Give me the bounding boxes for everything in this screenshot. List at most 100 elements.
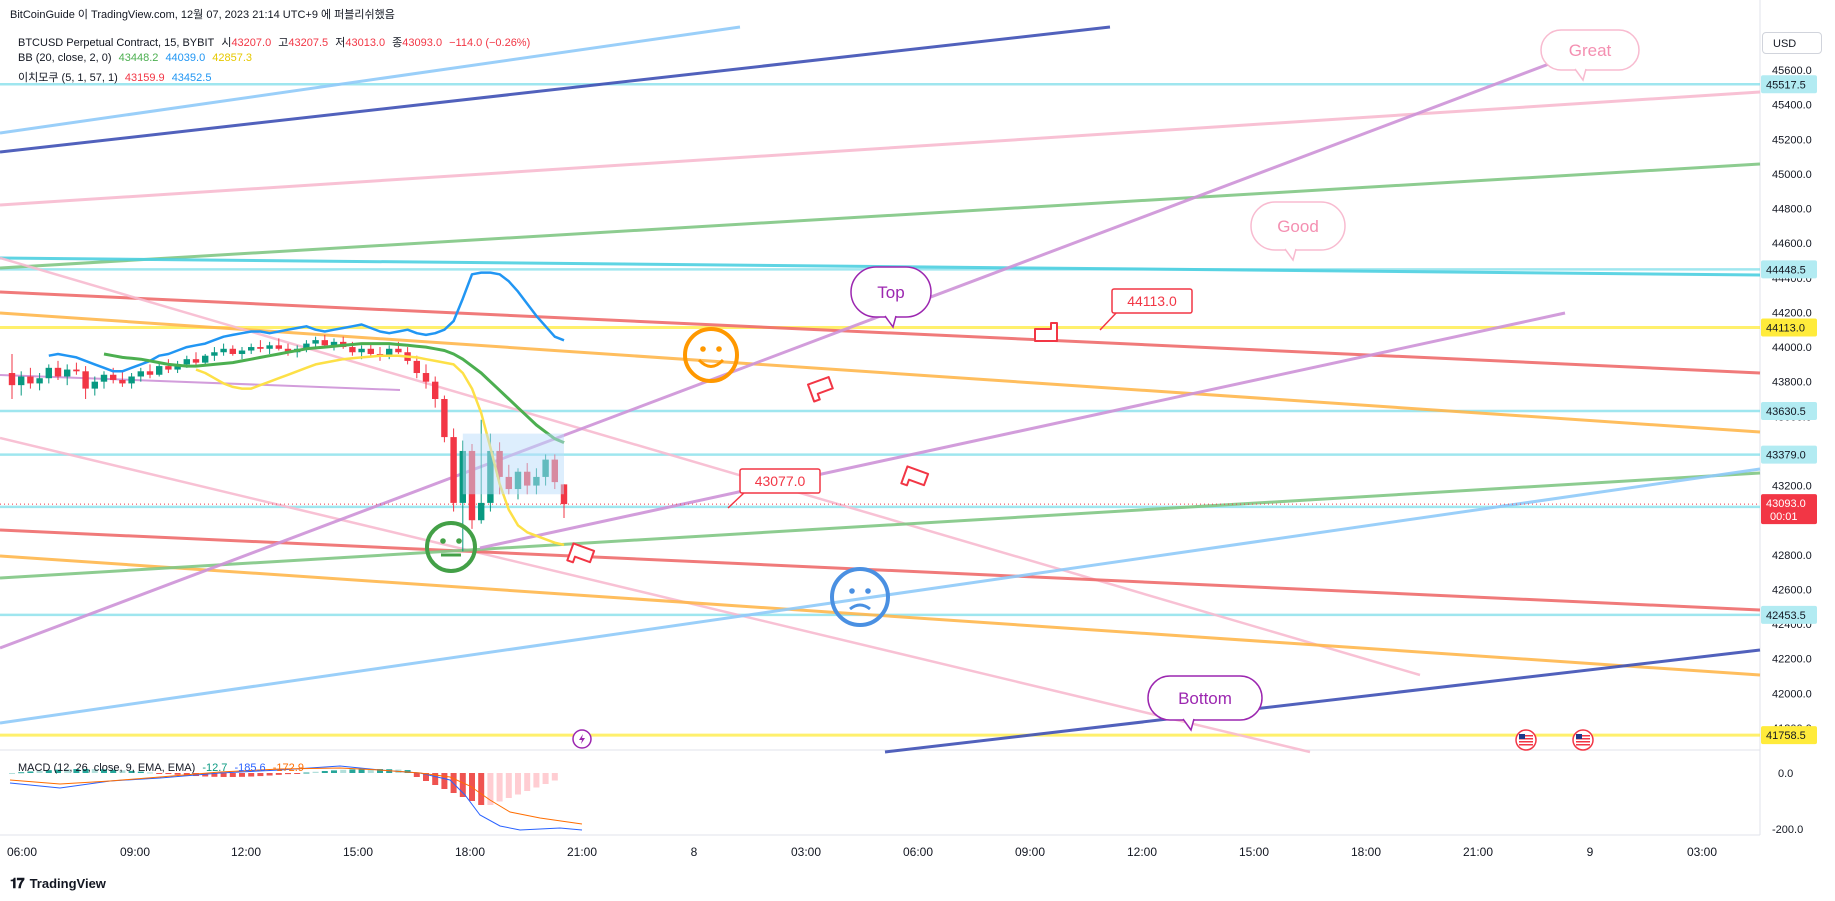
lightning-event-icon bbox=[572, 729, 592, 749]
time-axis-tick: 15:00 bbox=[343, 845, 373, 859]
candle-body bbox=[165, 366, 172, 370]
tradingview-logo-icon: 𝟏𝟕 bbox=[10, 875, 25, 891]
trend-line bbox=[0, 290, 1761, 375]
macd-histogram-bar bbox=[248, 773, 255, 777]
time-axis-tick: 18:00 bbox=[1351, 845, 1381, 859]
callout-great-shape bbox=[1540, 29, 1640, 71]
candle-body bbox=[450, 437, 457, 503]
time-axis-tick: 09:00 bbox=[120, 845, 150, 859]
macd-histogram-bar bbox=[312, 771, 319, 773]
macd-histogram-bar bbox=[128, 770, 135, 773]
bb-basis-line bbox=[103, 342, 565, 444]
candle-body bbox=[266, 345, 273, 349]
publisher-line: BitCoinGuide 이 TradingView.com, 12월 07, … bbox=[10, 9, 395, 21]
price-axis-label-bg bbox=[1761, 260, 1817, 279]
candle-body bbox=[8, 373, 16, 386]
macd-signal-line bbox=[9, 767, 583, 825]
lightning-event-icon-glyph bbox=[579, 734, 585, 744]
time-axis-tick: 06:00 bbox=[7, 845, 37, 859]
price-axis-tick: 42200.0 bbox=[1772, 654, 1812, 666]
macd-histogram-bar bbox=[524, 773, 531, 791]
macd-histogram-bar bbox=[275, 773, 282, 775]
us-flag-event-icon-stripe bbox=[1519, 738, 1533, 740]
candle-body bbox=[275, 345, 282, 349]
price-axis-label-text: 42453.5 bbox=[1766, 610, 1806, 622]
last-price-badge bbox=[1761, 494, 1817, 525]
macd-histogram-bar bbox=[377, 769, 383, 773]
price-tag-44113-pointer bbox=[1099, 310, 1119, 331]
candle-body bbox=[349, 347, 356, 353]
candle-body bbox=[27, 376, 34, 384]
us-flag-event-icon-ring bbox=[1515, 729, 1537, 751]
time-axis-tick: 21:00 bbox=[567, 845, 597, 859]
macd-histogram-bar bbox=[404, 770, 411, 773]
happy-face-icon-mouth bbox=[697, 358, 725, 368]
candle-body bbox=[229, 348, 236, 354]
neutral-face-icon-eye bbox=[456, 538, 462, 544]
trend-line bbox=[0, 25, 1111, 154]
price-tag-43077-box bbox=[739, 468, 821, 494]
candle-body bbox=[119, 379, 126, 384]
macd-histogram-bar bbox=[266, 773, 273, 776]
candle-body bbox=[432, 381, 439, 399]
callout-bottom: Bottom bbox=[1147, 675, 1263, 732]
time-axis-tick: 12:00 bbox=[1127, 845, 1157, 859]
time-axis-tick: 09:00 bbox=[1015, 845, 1045, 859]
macd-histogram-bar bbox=[303, 772, 310, 774]
macd-histogram-bar bbox=[551, 773, 558, 781]
price-axis-label-text: 41758.5 bbox=[1766, 730, 1806, 742]
macd-histogram-bar bbox=[321, 771, 328, 773]
macd-histogram-bar bbox=[18, 772, 25, 774]
price-axis-label-text: 44448.5 bbox=[1766, 264, 1806, 276]
confused-face-icon-eye bbox=[849, 588, 855, 594]
price-axis-label: 43379.0 bbox=[1761, 445, 1817, 464]
macd-histogram-bar bbox=[533, 773, 540, 788]
candle-body bbox=[128, 376, 135, 384]
currency-button[interactable]: USD bbox=[1762, 32, 1822, 54]
macd-histogram-bar bbox=[64, 769, 71, 773]
bb-upper-line bbox=[48, 271, 565, 373]
callout-bottom-tail bbox=[1182, 718, 1195, 732]
ichimoku-a-value: 43159.9 bbox=[124, 72, 165, 84]
macd-axis-tick: -200.0 bbox=[1772, 824, 1803, 836]
candle-body bbox=[45, 367, 52, 379]
candle-body bbox=[248, 347, 255, 351]
candle-body bbox=[395, 348, 402, 353]
pointing-hand-icon bbox=[566, 542, 596, 564]
price-axis-tick: 42600.0 bbox=[1772, 584, 1812, 596]
high-label: 고 bbox=[278, 37, 289, 49]
pointing-hand-icon-shape bbox=[806, 376, 834, 403]
price-axis-tick: 44000.0 bbox=[1772, 342, 1812, 354]
us-flag-event-icon-stripe bbox=[1519, 744, 1533, 746]
price-axis-label: 42453.5 bbox=[1761, 605, 1817, 624]
trend-line bbox=[0, 90, 1761, 207]
ichimoku-label: 이치모쿠 (5, 1, 57, 1) bbox=[18, 72, 118, 84]
price-axis-tick: 42800.0 bbox=[1772, 550, 1812, 562]
us-flag-event-icon bbox=[1515, 729, 1537, 751]
trend-line bbox=[0, 311, 1761, 434]
open-value: 43207.0 bbox=[231, 37, 272, 49]
us-flag-event-icon bbox=[1572, 729, 1594, 751]
candle-body bbox=[441, 399, 448, 438]
close-label: 종 bbox=[392, 37, 403, 49]
bb-lower-value: 42857.3 bbox=[212, 52, 253, 64]
bb-legend: BB (20, close, 2, 0) 43448.2 44039.0 428… bbox=[18, 52, 256, 64]
trend-line bbox=[479, 311, 1566, 550]
time-axis-tick: 15:00 bbox=[1239, 845, 1269, 859]
close-value: 43093.0 bbox=[402, 37, 443, 49]
macd-histogram-bar bbox=[432, 773, 439, 785]
callout-good-text: Good bbox=[1277, 217, 1319, 236]
price-axis-label-text: 43630.5 bbox=[1766, 406, 1806, 418]
macd-histogram-bar bbox=[358, 769, 365, 773]
candle-body bbox=[174, 364, 181, 370]
macd-histogram-bar bbox=[239, 773, 245, 777]
price-axis-label: 44113.0 bbox=[1761, 318, 1817, 337]
symbol-legend: BTCUSD Perpetual Contract, 15, BYBIT 시43… bbox=[18, 34, 534, 50]
macd-histogram-bar bbox=[229, 773, 236, 777]
macd-histogram-bar bbox=[220, 773, 227, 777]
macd-histogram-bar bbox=[340, 769, 347, 773]
us-flag-event-icon-canton bbox=[1576, 734, 1582, 739]
price-axis-tick: 43800.0 bbox=[1772, 377, 1812, 389]
candle-body bbox=[238, 350, 246, 354]
